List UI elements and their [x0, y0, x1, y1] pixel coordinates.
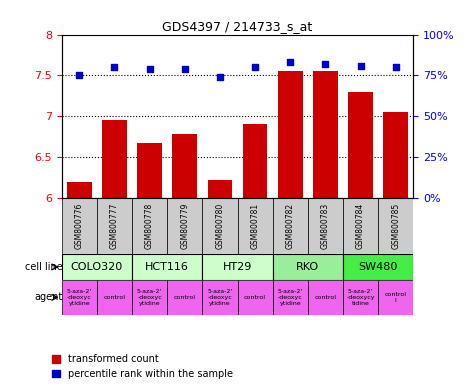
- Text: SW480: SW480: [359, 262, 398, 272]
- FancyBboxPatch shape: [343, 254, 413, 280]
- FancyBboxPatch shape: [97, 280, 132, 315]
- Point: [286, 59, 294, 65]
- Point: [111, 64, 118, 70]
- Text: COLO320: COLO320: [71, 262, 123, 272]
- Bar: [243, 124, 267, 198]
- FancyBboxPatch shape: [238, 198, 273, 254]
- Bar: [137, 143, 162, 198]
- Bar: [313, 71, 338, 198]
- Text: 5-aza-2'
-deoxyc
ytidine: 5-aza-2' -deoxyc ytidine: [207, 289, 233, 306]
- Bar: [208, 180, 232, 198]
- FancyBboxPatch shape: [378, 280, 413, 315]
- Bar: [278, 71, 303, 198]
- FancyBboxPatch shape: [202, 198, 238, 254]
- Bar: [67, 182, 92, 198]
- FancyBboxPatch shape: [343, 280, 378, 315]
- FancyBboxPatch shape: [132, 254, 202, 280]
- FancyBboxPatch shape: [343, 198, 378, 254]
- Text: control
l: control l: [385, 292, 407, 303]
- Point: [357, 63, 364, 69]
- FancyBboxPatch shape: [62, 280, 97, 315]
- FancyBboxPatch shape: [308, 198, 343, 254]
- Point: [251, 64, 259, 70]
- FancyBboxPatch shape: [97, 198, 132, 254]
- Point: [76, 72, 83, 78]
- Text: HCT116: HCT116: [145, 262, 189, 272]
- FancyBboxPatch shape: [62, 198, 97, 254]
- Text: control: control: [314, 295, 336, 300]
- Point: [146, 66, 153, 72]
- Text: GSM800784: GSM800784: [356, 203, 365, 249]
- Text: GSM800777: GSM800777: [110, 203, 119, 249]
- Text: 5-aza-2'
-deoxyc
ytidine: 5-aza-2' -deoxyc ytidine: [66, 289, 92, 306]
- Text: HT29: HT29: [223, 262, 252, 272]
- FancyBboxPatch shape: [238, 280, 273, 315]
- Bar: [348, 92, 373, 198]
- FancyBboxPatch shape: [273, 254, 343, 280]
- FancyBboxPatch shape: [62, 254, 132, 280]
- Text: GSM800776: GSM800776: [75, 203, 84, 249]
- Text: 5-aza-2'
-deoxyc
ytidine: 5-aza-2' -deoxyc ytidine: [277, 289, 303, 306]
- Text: GSM800781: GSM800781: [251, 203, 259, 249]
- Text: control: control: [174, 295, 196, 300]
- FancyBboxPatch shape: [308, 280, 343, 315]
- FancyBboxPatch shape: [273, 198, 308, 254]
- Text: GSM800778: GSM800778: [145, 203, 154, 249]
- Text: GSM800780: GSM800780: [216, 203, 224, 249]
- Text: cell line: cell line: [25, 262, 62, 272]
- Text: 5-aza-2'
-deoxycy
tidine: 5-aza-2' -deoxycy tidine: [346, 289, 375, 306]
- Text: control: control: [104, 295, 125, 300]
- Point: [322, 61, 329, 67]
- Text: GSM800782: GSM800782: [286, 203, 294, 249]
- Legend: transformed count, percentile rank within the sample: transformed count, percentile rank withi…: [52, 354, 233, 379]
- Text: GSM800783: GSM800783: [321, 203, 330, 249]
- FancyBboxPatch shape: [167, 198, 202, 254]
- FancyBboxPatch shape: [202, 254, 273, 280]
- Bar: [383, 112, 408, 198]
- Text: control: control: [244, 295, 266, 300]
- FancyBboxPatch shape: [167, 280, 202, 315]
- FancyBboxPatch shape: [132, 198, 167, 254]
- FancyBboxPatch shape: [132, 280, 167, 315]
- Text: GSM800779: GSM800779: [180, 203, 189, 249]
- Text: RKO: RKO: [296, 262, 319, 272]
- Text: agent: agent: [34, 292, 62, 302]
- FancyBboxPatch shape: [273, 280, 308, 315]
- Bar: [172, 134, 197, 198]
- Point: [392, 64, 399, 70]
- FancyBboxPatch shape: [202, 280, 238, 315]
- Title: GDS4397 / 214733_s_at: GDS4397 / 214733_s_at: [162, 20, 313, 33]
- Bar: [102, 121, 127, 198]
- Point: [216, 74, 224, 80]
- Point: [181, 66, 189, 72]
- FancyBboxPatch shape: [378, 198, 413, 254]
- Text: GSM800785: GSM800785: [391, 203, 400, 249]
- Text: 5-aza-2'
-deoxyc
ytidine: 5-aza-2' -deoxyc ytidine: [137, 289, 162, 306]
